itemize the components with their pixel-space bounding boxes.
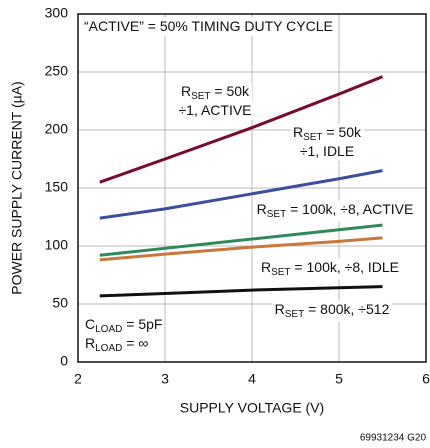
annotation-bg bbox=[83, 315, 165, 337]
annotation-bg bbox=[254, 200, 416, 222]
annotation-part: SET bbox=[303, 132, 322, 143]
series-line bbox=[99, 169, 383, 220]
annotation-part: LOAD bbox=[95, 343, 122, 354]
annotation: RSET = 100k, ÷8, IDLE bbox=[261, 259, 399, 278]
annotation-part: ÷1, ACTIVE bbox=[178, 102, 251, 118]
annotation-bg bbox=[272, 300, 392, 322]
annotation: RSET = 50k bbox=[293, 124, 362, 143]
x-tick-label: 3 bbox=[161, 371, 169, 387]
annotation-bg bbox=[258, 258, 402, 280]
annotation-part: C bbox=[85, 316, 95, 332]
x-axis-label: SUPPLY VOLTAGE (V) bbox=[180, 400, 324, 416]
y-axis-label: POWER SUPPLY CURRENT (µA) bbox=[9, 81, 25, 294]
annotation-bg bbox=[297, 142, 357, 161]
series-line bbox=[99, 285, 383, 298]
annotation-part: = 100k, ÷8, ACTIVE bbox=[286, 201, 413, 217]
annotation-part: R bbox=[257, 201, 267, 217]
annotation: “ACTIVE” = 50% TIMING DUTY CYCLE bbox=[84, 18, 333, 34]
annotation-part: R bbox=[261, 259, 271, 275]
annotation-part: R bbox=[85, 335, 95, 351]
x-tick-label: 4 bbox=[248, 371, 256, 387]
annotation-part: = 800k, ÷512 bbox=[304, 301, 389, 317]
annotation-part: ÷1, IDLE bbox=[300, 143, 354, 159]
annotation-bg bbox=[176, 101, 254, 120]
annotation: ÷1, IDLE bbox=[300, 143, 354, 159]
series-line bbox=[99, 236, 383, 262]
annotation-part: = 50k bbox=[211, 83, 251, 99]
annotation-part: = 50k bbox=[323, 124, 363, 140]
annotation: RSET = 800k, ÷512 bbox=[275, 301, 390, 320]
annotation: ÷1, ACTIVE bbox=[178, 102, 251, 118]
annotation-part: LOAD bbox=[95, 324, 122, 335]
series-line bbox=[99, 75, 384, 184]
x-tick-label: 2 bbox=[74, 371, 82, 387]
y-tick-label: 150 bbox=[45, 179, 69, 195]
annotation-part: = 100k, ÷8, IDLE bbox=[291, 259, 399, 275]
annotation-part: R bbox=[181, 83, 191, 99]
y-tick-label: 200 bbox=[45, 121, 69, 137]
annotation-bg bbox=[83, 334, 151, 356]
annotation-part: SET bbox=[191, 91, 210, 102]
y-tick-label: 300 bbox=[45, 5, 69, 21]
annotation-part: SET bbox=[285, 309, 304, 320]
annotation-part: = ∞ bbox=[122, 335, 148, 351]
x-tick-label: 5 bbox=[335, 371, 343, 387]
annotation: RLOAD = ∞ bbox=[85, 335, 148, 354]
plot-frame bbox=[77, 13, 427, 363]
y-tick-label: 250 bbox=[45, 63, 69, 79]
annotation-part: R bbox=[293, 124, 303, 140]
y-tick-label: 0 bbox=[60, 353, 68, 369]
x-tick-label: 6 bbox=[422, 371, 430, 387]
annotation: CLOAD = 5pF bbox=[85, 316, 162, 335]
annotation: RSET = 50k bbox=[181, 83, 250, 102]
annotation-bg bbox=[82, 17, 335, 36]
annotation-part: R bbox=[275, 301, 285, 317]
annotation-part: “ACTIVE” = 50% TIMING DUTY CYCLE bbox=[84, 18, 333, 34]
annotation-bg bbox=[178, 82, 253, 104]
series-line bbox=[99, 223, 383, 257]
annotation-bg bbox=[290, 123, 365, 145]
footer: 69931234 G20 bbox=[360, 433, 427, 444]
annotation-part: SET bbox=[271, 267, 290, 278]
y-tick-label: 50 bbox=[52, 295, 68, 311]
annotation-part: SET bbox=[267, 209, 286, 220]
annotation-part: = 5pF bbox=[122, 316, 162, 332]
y-tick-label: 100 bbox=[45, 237, 69, 253]
annotation: RSET = 100k, ÷8, ACTIVE bbox=[257, 201, 414, 220]
